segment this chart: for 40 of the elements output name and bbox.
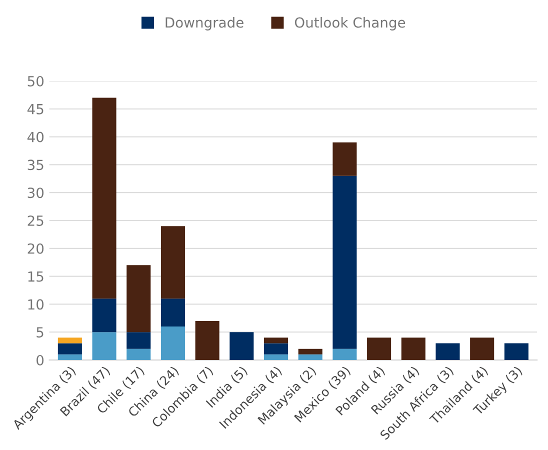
legend-label: Outlook Change <box>294 17 406 30</box>
bar <box>367 338 392 360</box>
bar <box>264 354 288 360</box>
bar <box>230 332 254 360</box>
bar <box>58 354 82 360</box>
bar <box>264 338 288 344</box>
y-tick-label: 20 <box>28 243 44 254</box>
y-tick-label: 5 <box>36 327 44 338</box>
bar <box>332 142 357 176</box>
bar <box>160 226 185 299</box>
y-tick-label: 25 <box>28 215 44 226</box>
bar <box>470 338 494 360</box>
bar <box>332 348 357 360</box>
bar <box>332 176 357 349</box>
bar <box>298 348 322 354</box>
bar <box>298 354 322 360</box>
bar <box>264 343 288 354</box>
bar <box>401 338 426 360</box>
bar <box>160 326 185 360</box>
y-tick-label: 0 <box>36 354 44 366</box>
legend-label: Downgrade <box>166 17 244 30</box>
bar <box>92 298 116 332</box>
y-tick-label: 35 <box>28 160 44 170</box>
y-tick-label: 40 <box>27 132 44 142</box>
y-tick-label: 30 <box>28 188 44 198</box>
bar <box>92 332 116 360</box>
y-tick-label: 15 <box>28 271 44 282</box>
bar <box>58 338 82 344</box>
y-tick-label: 45 <box>27 104 44 114</box>
bar <box>126 332 151 349</box>
y-tick-label: 10 <box>28 299 44 310</box>
bar <box>436 343 460 360</box>
bar <box>195 320 220 360</box>
bar <box>160 298 185 327</box>
bar <box>92 98 116 299</box>
bar <box>504 343 528 360</box>
y-tick-label: 50 <box>28 76 44 86</box>
bar <box>58 343 82 354</box>
bar <box>126 265 151 332</box>
bar <box>126 348 151 360</box>
